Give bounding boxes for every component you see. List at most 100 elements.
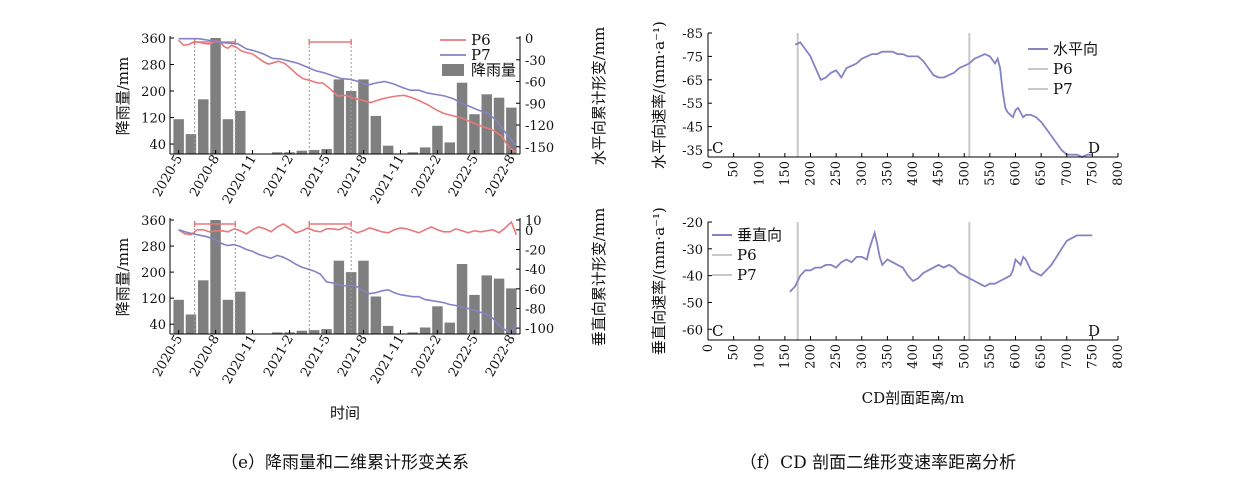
x-tick-label: 400 — [906, 344, 921, 369]
rain-bar — [432, 306, 443, 334]
rain-bar — [444, 142, 455, 154]
y-left-tick-label: 280 — [141, 59, 166, 74]
y-right-tick-label: -60 — [525, 283, 546, 298]
rain-bar — [370, 115, 382, 154]
legend-label: 水平向 — [1053, 40, 1098, 58]
rain-bar — [272, 152, 283, 154]
y-tick-label: -30 — [682, 243, 703, 258]
y-left-tick-label: 40 — [149, 318, 166, 333]
x-tick-label: 2021-2 — [261, 153, 297, 200]
x-tick-label: 500 — [957, 161, 972, 186]
x-tick-label: 2020-11 — [220, 333, 260, 387]
rain-bar — [333, 260, 345, 334]
y-tick-label: -75 — [682, 50, 703, 65]
rain-bar — [469, 294, 480, 334]
rain-bar — [419, 327, 431, 334]
y-left-axis-title: 降雨量/mm — [114, 238, 132, 317]
rain-bar — [358, 79, 369, 154]
caption-e: （e）降雨量和二维累计形变关系 — [221, 453, 469, 473]
y-right-tick-label: -60 — [525, 76, 546, 91]
x-tick-label: 350 — [880, 344, 895, 369]
rain-bar — [493, 97, 505, 154]
x-tick-label: 100 — [752, 161, 767, 186]
x-tick-label: 2021-2 — [261, 333, 297, 380]
legend-swatch-rain — [442, 64, 464, 76]
x-tick-label: 500 — [957, 344, 972, 369]
y-right-tick-label: -90 — [525, 97, 546, 112]
legend-label: P7 — [737, 266, 757, 284]
x-tick-label: 450 — [932, 161, 947, 186]
y-right-tick-label: -100 — [525, 322, 554, 337]
y-left-tick-label: 200 — [141, 85, 166, 100]
rain-bar — [333, 79, 345, 154]
x-tick-label: 2020-5 — [150, 333, 186, 380]
x-tick-label: 0 — [701, 161, 716, 169]
rain-bar — [432, 125, 443, 154]
rain-bar — [198, 280, 209, 334]
y-tick-label: -50 — [682, 296, 703, 311]
rain-bar — [185, 314, 197, 334]
x-tick-label: 50 — [727, 161, 742, 178]
x-tick-label: 2020-11 — [220, 153, 260, 207]
profile-line — [794, 41, 1093, 158]
y-tick-label: -60 — [682, 323, 703, 338]
rain-bar — [506, 288, 517, 334]
x-tick-label: 2022-5 — [446, 332, 482, 379]
rain-bar — [210, 38, 221, 154]
y-left-tick-label: 200 — [141, 266, 166, 281]
y-tick-label: -45 — [682, 121, 703, 136]
rain-bar — [345, 272, 357, 334]
x-tick-label: 400 — [906, 161, 921, 186]
y-left-axis-title: 降雨量/mm — [114, 57, 132, 136]
rain-bar — [308, 330, 320, 334]
rain-bar — [481, 94, 492, 154]
rain-bar — [370, 296, 382, 334]
rain-bar — [506, 107, 517, 154]
x-tick-label: 450 — [932, 344, 947, 369]
x-tick-label: 2022-8 — [483, 153, 519, 200]
rain-bar — [222, 299, 234, 334]
rain-bar — [296, 150, 308, 154]
y-right-tick-label: -40 — [525, 263, 546, 278]
series-line-p6 — [178, 220, 518, 236]
x-tick-label: 700 — [1060, 344, 1075, 369]
rain-bar — [235, 110, 246, 154]
x-tick-label: 2021-5 — [298, 153, 334, 200]
x-tick-label: 2021-5 — [298, 333, 334, 380]
series-line-p7 — [178, 229, 517, 333]
x-tick-label: 300 — [855, 161, 870, 186]
rain-bar — [235, 291, 246, 334]
y-axis-title: 水平向速率/(mm·a⁻¹) — [650, 21, 668, 169]
rain-bar — [308, 150, 320, 154]
legend-label: 垂直向 — [737, 226, 782, 244]
y-tick-label: -65 — [682, 74, 703, 89]
x-tick-label: 350 — [880, 161, 895, 186]
x-tick-label: 2021-8 — [335, 333, 371, 380]
x-tick-label: 150 — [778, 161, 793, 186]
y-right-tick-label: -150 — [525, 141, 554, 156]
x-tick-label: 0 — [701, 344, 716, 352]
rain-bar — [210, 220, 221, 334]
rain-bar — [272, 332, 283, 334]
rain-bar — [198, 99, 209, 154]
rain-bar — [407, 152, 418, 154]
x-tick-label: 50 — [727, 344, 742, 361]
x-tick-label: 750 — [1085, 344, 1100, 369]
rain-bar — [419, 147, 431, 154]
y-right-tick-label: -30 — [525, 54, 546, 69]
corner-label-c: C — [712, 139, 723, 157]
caption-f: （f）CD 剖面二维形变速率距离分析 — [740, 453, 1016, 473]
rain-bar — [173, 119, 184, 154]
rain-bar — [456, 264, 468, 334]
profile-line — [789, 229, 1093, 293]
y-right-axis-title: 水平向累计形变/mm — [590, 27, 608, 166]
chart-f-bottom: -20 -30 -40 -50 -60 0 50 100 150 200 250 300 350 400 4… — [650, 207, 1126, 407]
rain-bar — [481, 275, 492, 334]
series-line-p6 — [178, 39, 517, 153]
y-tick-label: -20 — [682, 216, 703, 231]
x-tick-label: 800 — [1111, 161, 1126, 186]
y-left-tick-label: 280 — [141, 240, 166, 255]
x-tick-label: 2020-8 — [187, 333, 223, 380]
rain-bar — [444, 322, 455, 334]
